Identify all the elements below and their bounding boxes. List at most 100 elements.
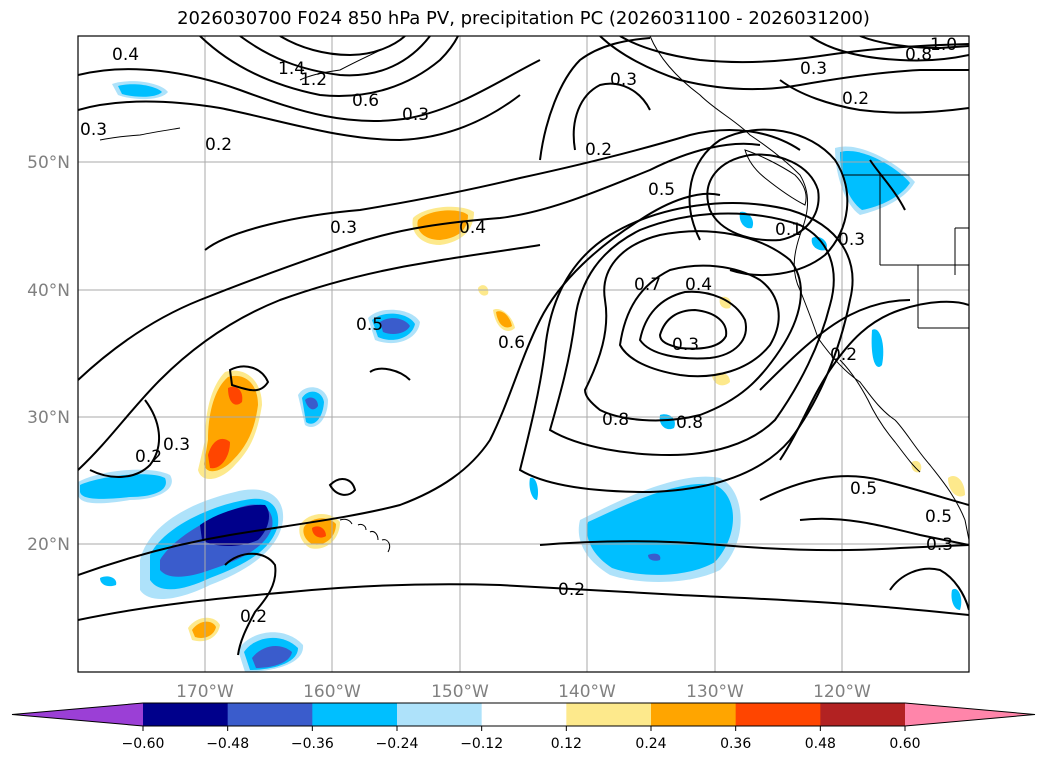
contour-label: 0.6 — [498, 333, 525, 353]
colorbar-tick-label: −0.36 — [291, 736, 334, 752]
us-state-borders — [842, 174, 969, 329]
contour-label: 0.5 — [850, 479, 877, 499]
contour-line — [224, 552, 277, 656]
precip-negative-medium — [871, 329, 884, 367]
lat-tick-label: 20°N — [27, 535, 70, 555]
precip-positive-light — [911, 460, 922, 473]
precip-negative-medium — [587, 483, 734, 575]
contour-labels: 0.4 1.4 1.2 0.6 0.3 0.2 0.3 0.3 0.3 0.2 … — [80, 36, 957, 627]
contour-line — [658, 308, 728, 350]
contour-line — [518, 202, 854, 494]
contour-line — [239, 36, 431, 77]
contour-line — [548, 212, 835, 457]
contour-line — [618, 264, 780, 378]
precip-negative-strong — [252, 646, 292, 668]
colorbar-segment — [820, 703, 906, 726]
colorbar-segment — [143, 703, 229, 726]
contour-line — [706, 153, 820, 242]
precip-positive-strong — [312, 526, 326, 538]
graticule — [78, 36, 969, 672]
precip-negative-strong — [380, 318, 410, 334]
colorbar-extension-min — [12, 703, 143, 726]
vancouver-island-coast — [744, 149, 807, 206]
contour-label: 0.4 — [459, 218, 486, 238]
precip-negative-strong — [648, 553, 661, 561]
contour-line — [228, 365, 270, 392]
precip-positive-strong — [208, 438, 230, 469]
contour-line — [204, 129, 801, 251]
contour-label: 0.3 — [402, 105, 429, 125]
contour-label: 0.3 — [838, 230, 865, 250]
contour-label: 0.2 — [842, 89, 869, 109]
colorbar-tick-label: 0.12 — [551, 736, 582, 752]
alaska-coast — [299, 47, 386, 81]
contour-line — [688, 128, 849, 276]
lon-tick-label: 160°W — [303, 682, 361, 702]
precip-positive-medium — [496, 311, 512, 328]
precip-negative-extreme — [200, 504, 270, 546]
contour-line — [78, 244, 541, 471]
contour-line — [759, 475, 969, 506]
contour-line — [619, 36, 969, 64]
colorbar-tick-label: 0.36 — [720, 736, 751, 752]
precip-negative-medium — [118, 84, 162, 97]
contour-line — [78, 94, 521, 142]
contour-label: 0.6 — [352, 91, 379, 111]
colorbar: −0.60 −0.48 −0.36 −0.24 −0.12 0.12 0.24 0.36 0.4… — [11, 702, 1036, 752]
contour-line — [328, 478, 357, 496]
contour-label: 0.1 — [775, 220, 802, 240]
colorbar-tick-label: −0.60 — [122, 736, 165, 752]
lat-tick-label: 30°N — [27, 408, 70, 428]
colorbar-segment — [566, 703, 652, 726]
lon-tick-labels: 170°W 160°W 150°W 140°W 130°W 120°W — [176, 682, 871, 702]
colorbar-tick-label: 0.24 — [635, 736, 666, 752]
lon-tick-label: 130°W — [686, 682, 744, 702]
contour-label: 0.2 — [205, 135, 232, 155]
contour-label: 0.2 — [135, 447, 162, 467]
lon-tick-label: 170°W — [176, 682, 234, 702]
precip-shading — [78, 81, 965, 672]
contour-line — [572, 82, 651, 151]
contour-label: 0.2 — [240, 607, 267, 627]
contour-label: 0.3 — [163, 435, 190, 455]
colorbar-segment — [481, 703, 567, 726]
precip-negative-medium — [100, 576, 117, 587]
precip-negative-medium — [80, 474, 166, 499]
contour-label: 0.5 — [925, 507, 952, 527]
lat-tick-label: 40°N — [27, 281, 70, 301]
coastlines — [99, 36, 969, 553]
baja-california-coast — [839, 359, 921, 473]
contour-label: 0.3 — [330, 218, 357, 238]
lon-tick-label: 120°W — [813, 682, 871, 702]
contour-line — [78, 583, 969, 621]
precip-negative-medium — [811, 236, 827, 251]
contour-line — [599, 36, 969, 91]
contour-label: 0.2 — [558, 580, 585, 600]
precip-positive-medium — [192, 621, 216, 638]
colorbar-segment — [651, 703, 737, 726]
lat-tick-label: 50°N — [27, 153, 70, 173]
colorbar-tick-label: 0.48 — [805, 736, 836, 752]
contour-line — [759, 299, 911, 391]
contour-line — [279, 36, 406, 57]
precip-negative-medium — [659, 414, 675, 430]
contour-label: 0.4 — [685, 275, 712, 295]
contour-label: 0.5 — [648, 180, 675, 200]
contour-label: 0.3 — [672, 335, 699, 355]
colorbar-tick-label: −0.24 — [376, 736, 419, 752]
contour-label: 1.4 — [278, 59, 305, 79]
aleutian-islands — [99, 127, 181, 141]
precip-negative-medium — [840, 150, 910, 210]
hawaii-islands — [339, 518, 391, 553]
contour-line — [199, 36, 459, 97]
map-title: 2026030700 F024 850 hPa PV, precipitatio… — [177, 8, 870, 29]
lon-tick-label: 140°W — [558, 682, 616, 702]
contour-line — [889, 567, 969, 611]
contour-line — [779, 79, 969, 114]
contour-label: 0.3 — [926, 535, 953, 555]
lon-tick-label: 150°W — [431, 682, 489, 702]
precip-negative-medium — [951, 588, 962, 610]
contour-label: 0.3 — [80, 120, 107, 140]
contour-line — [539, 37, 651, 161]
contour-line — [78, 59, 541, 123]
